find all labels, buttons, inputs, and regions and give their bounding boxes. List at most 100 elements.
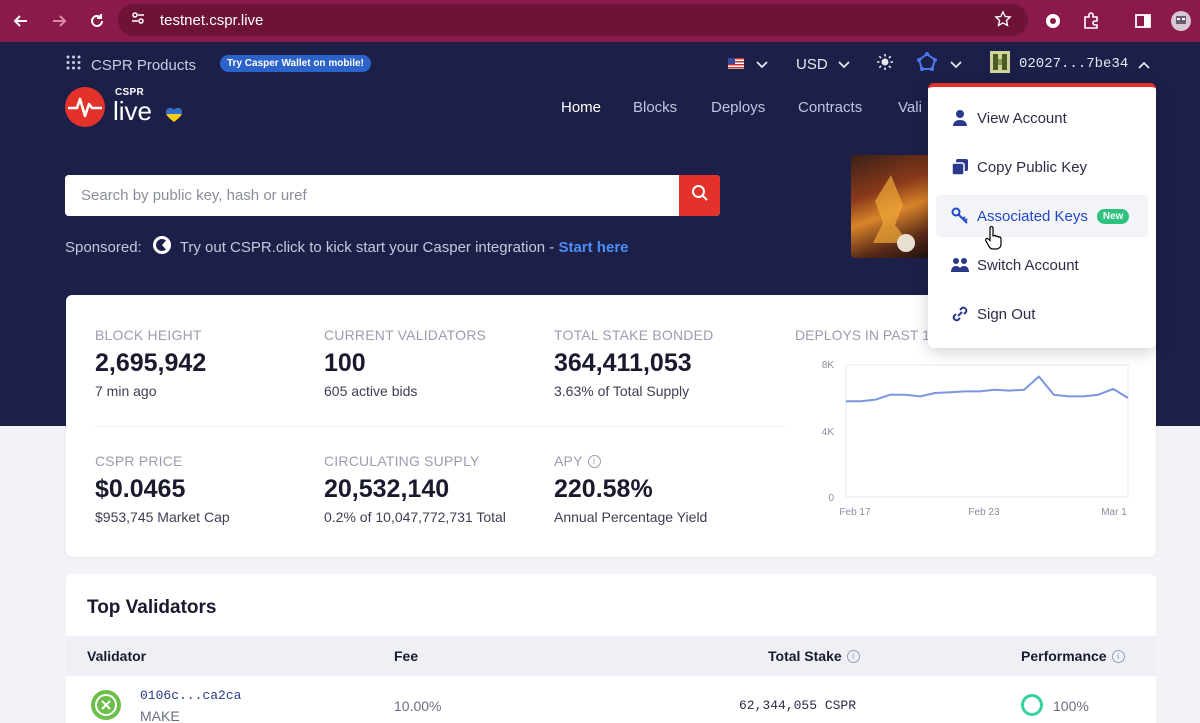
chevron-down-icon: [950, 56, 962, 73]
account-menu-toggle[interactable]: 02027...7be34: [990, 51, 1150, 77]
stat-apy[interactable]: APY i 220.58% Annual Percentage Yield: [554, 453, 707, 525]
chevron-up-icon: [1138, 56, 1150, 73]
stat-total-stake[interactable]: TOTAL STAKE BONDED 364,411,053 3.63% of …: [554, 327, 713, 399]
stat-cspr-price[interactable]: CSPR PRICE $0.0465 $953,745 Market Cap: [95, 453, 230, 525]
side-panel-icon[interactable]: [1124, 12, 1162, 30]
y-tick-label: 4K: [822, 427, 835, 438]
network-icon: [916, 52, 938, 76]
cspr-click-icon: [152, 235, 172, 259]
stat-sub: 0.2% of 10,047,772,731 Total: [324, 509, 506, 525]
extension-icon[interactable]: [1034, 12, 1072, 30]
hand-cursor-icon: [984, 225, 1004, 255]
validator-avatar-icon: [90, 689, 122, 723]
nav-validators[interactable]: Vali: [898, 99, 922, 116]
stat-value: 100: [324, 349, 366, 377]
stat-value: 2,695,942: [95, 349, 207, 377]
validator-fee: 10.00%: [394, 698, 442, 714]
validator-name: MAKE: [140, 708, 180, 723]
menu-item-label: Switch Account: [977, 256, 1079, 274]
stat-current-validators[interactable]: CURRENT VALIDATORS 100 605 active bids: [324, 327, 486, 399]
stat-label: BLOCK HEIGHT: [95, 327, 202, 343]
info-icon[interactable]: i: [1111, 649, 1125, 663]
search-icon: [691, 184, 709, 207]
reload-icon[interactable]: [78, 2, 116, 40]
col-header-stake[interactable]: Total Stake i: [768, 648, 860, 664]
sun-icon[interactable]: [876, 53, 894, 75]
menu-item-sign-out[interactable]: Sign Out: [936, 293, 1148, 335]
network-selector[interactable]: [916, 52, 962, 76]
validator-public-key[interactable]: 0106c...ca2ca: [140, 688, 242, 703]
info-icon[interactable]: i: [587, 454, 601, 468]
x-tick-label: Feb 23: [968, 507, 1000, 518]
heart-ukraine-icon: [165, 107, 183, 128]
col-header-validator[interactable]: Validator: [87, 648, 147, 664]
col-header-performance-label: Performance: [1021, 648, 1107, 664]
stat-sub: 605 active bids: [324, 383, 418, 399]
url-text[interactable]: testnet.cspr.live: [160, 11, 264, 29]
theme-toggle[interactable]: [876, 52, 894, 76]
stat-label: CSPR PRICE: [95, 453, 183, 469]
start-here-link[interactable]: Start here: [558, 238, 629, 256]
menu-item-switch-account[interactable]: Switch Account: [936, 244, 1148, 286]
wallet-promo-pill[interactable]: Try Casper Wallet on mobile!: [220, 55, 371, 72]
apps-grid-icon[interactable]: [66, 55, 81, 75]
browser-toolbar: testnet.cspr.live: [0, 0, 1200, 42]
menu-item-label: View Account: [977, 109, 1067, 127]
stat-sub: Annual Percentage Yield: [554, 509, 708, 525]
back-icon[interactable]: [2, 2, 40, 40]
forward-icon[interactable]: [40, 2, 78, 40]
menu-item-copy-public-key[interactable]: Copy Public Key: [936, 146, 1148, 188]
col-header-performance[interactable]: Performance i: [1021, 648, 1125, 664]
promo-banner-image[interactable]: [851, 155, 931, 258]
menu-item-view-account[interactable]: View Account: [936, 97, 1148, 139]
account-avatar-icon: [990, 51, 1010, 77]
nav-contracts[interactable]: Contracts: [798, 99, 863, 116]
stat-label: APY: [554, 453, 583, 469]
stat-sub: 7 min ago: [95, 383, 157, 399]
users-icon: [950, 256, 970, 274]
col-header-fee[interactable]: Fee: [394, 648, 419, 664]
extensions-area: [1034, 0, 1200, 42]
bookmark-star-icon[interactable]: [994, 10, 1012, 33]
x-tick-label: Mar 1: [1101, 507, 1127, 518]
products-menu[interactable]: CSPR Products: [66, 54, 196, 76]
y-tick-label: 0: [828, 493, 834, 504]
info-icon[interactable]: i: [846, 649, 860, 663]
section-title: Top Validators: [87, 597, 217, 618]
stat-value: 364,411,053: [554, 349, 692, 377]
stat-sub: 3.63% of Total Supply: [554, 383, 690, 399]
search-input[interactable]: [65, 175, 679, 216]
nav-deploys[interactable]: Deploys: [711, 99, 766, 116]
unlink-icon: [950, 305, 970, 323]
stat-value: $0.0465: [95, 475, 186, 503]
logo-mark-icon: [64, 87, 106, 132]
products-label[interactable]: CSPR Products: [91, 56, 197, 74]
y-tick-label: 8K: [822, 360, 835, 371]
search-button[interactable]: [679, 175, 720, 216]
copy-icon: [950, 158, 970, 176]
us-flag-icon: [728, 56, 744, 73]
logo-live-text: live: [113, 96, 153, 126]
cspr-live-logo[interactable]: CSPR live: [64, 86, 182, 133]
nav-home[interactable]: Home: [561, 99, 602, 116]
profile-avatar[interactable]: [1162, 10, 1200, 32]
puzzle-extensions-icon[interactable]: [1072, 12, 1110, 30]
language-selector[interactable]: [728, 52, 768, 76]
col-header-stake-label: Total Stake: [768, 648, 842, 664]
stat-label: TOTAL STAKE BONDED: [554, 327, 714, 343]
stat-circulating-supply[interactable]: CIRCULATING SUPPLY 20,532,140 0.2% of 10…: [324, 453, 506, 525]
menu-item-label: Associated Keys: [977, 207, 1088, 225]
deploys-chart-svg: 8K 4K 0 Feb 17 Feb 23 Mar 1: [822, 360, 1129, 518]
validator-performance: 100%: [1053, 698, 1089, 714]
key-icon: [950, 207, 970, 225]
menu-item-associated-keys[interactable]: Associated Keys New: [936, 195, 1148, 237]
address-bar[interactable]: testnet.cspr.live: [118, 4, 1028, 36]
validators-table-header: [66, 636, 1156, 676]
nav-blocks[interactable]: Blocks: [633, 99, 678, 116]
deploys-series-line: [846, 375, 1129, 403]
site-settings-icon[interactable]: [130, 10, 146, 31]
chart-title: DEPLOYS IN PAST 14: [795, 327, 938, 343]
stat-block-height[interactable]: BLOCK HEIGHT 2,695,942 7 min ago: [95, 327, 206, 399]
currency-selector[interactable]: USD: [796, 52, 850, 76]
deploys-chart[interactable]: 8K 4K 0 Feb 17 Feb 23 Mar 1: [800, 355, 1145, 520]
